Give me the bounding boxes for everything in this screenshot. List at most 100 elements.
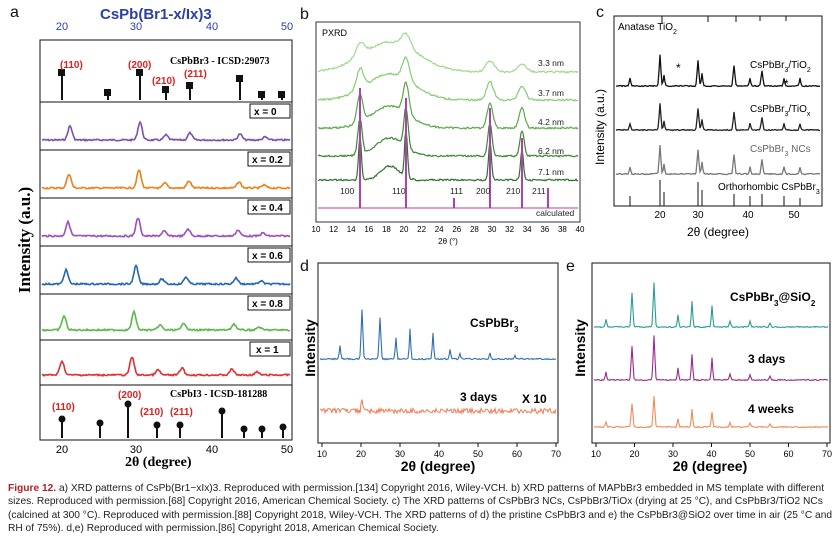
panel-b-curve-2	[318, 80, 579, 130]
panel-c-xlabel: 2θ (degree)	[687, 225, 749, 239]
panel-c-ref-bottom-sticks	[629, 180, 801, 206]
c-tick-20: 20	[654, 210, 666, 221]
ref-bottom-label-210: (210)	[140, 407, 163, 418]
panel-e-xticks: 10 20 30 40 50 60 70	[591, 443, 832, 459]
panel-e-plot: CsPbBr3@SiO2 3 days 4 weeks 10 20 30 40 50 60…	[591, 262, 832, 474]
panel-c-ref-bottom: Orthorhombic CsPbBr3	[718, 182, 820, 196]
panel-a-series-labels: x = 0 x = 0.2 x = 0.4 x = 0.6 x = 0.8 x …	[247, 103, 291, 357]
panel-b-tag: PXRD	[322, 28, 348, 38]
ref-top-label-110: (110)	[60, 60, 83, 71]
panel-e-xlabel: 2θ (degree)	[673, 458, 747, 474]
bottom-tick-20: 20	[56, 444, 68, 456]
panel-c-trace-0: CsPbBr3/TiO2	[750, 60, 811, 74]
panel-a-curve-0	[41, 120, 291, 142]
ref-bottom-name: CsPbI3 - ICSD-181288	[170, 389, 267, 400]
d-tick-60: 60	[512, 449, 522, 459]
caption-text: a) XRD patterns of CsPb(Br1−xIx)3. Repro…	[8, 483, 833, 535]
caption-fig-label: Figure 12.	[8, 483, 57, 494]
panel-c-star-1: *	[784, 77, 789, 91]
calc-label: calculated	[536, 208, 575, 218]
d-tick-20: 20	[356, 449, 366, 459]
panel-a-curve-2	[41, 217, 291, 239]
top-tick-20: 20	[56, 21, 68, 33]
e-tick-10: 10	[591, 449, 601, 459]
panel-a-curve-5	[41, 356, 291, 378]
size-label-3: 6.2 nm	[538, 146, 564, 156]
b-tick-16: 16	[364, 225, 373, 234]
b-tick-38: 38	[558, 225, 567, 234]
panel-b-xticks: 10 12 14 16 18 20 22 24 26 28 30 32 34 36 38 40	[312, 225, 585, 234]
b-tick-36: 36	[540, 225, 549, 234]
ref-bottom-label-200: (200)	[118, 390, 141, 401]
panel-d-trace-1: CsPbBr3	[470, 316, 519, 334]
e-tick-70: 70	[822, 449, 832, 459]
panel-e-trace-2: 4 weeks	[748, 402, 794, 416]
panel-c-letter: c	[596, 4, 604, 21]
panel-d-trace-2: 3 days	[460, 390, 498, 404]
ref-bottom-sticks	[58, 400, 287, 438]
panel-a-series-boxes	[40, 149, 292, 386]
b-tick-22: 22	[417, 225, 426, 234]
series-label-3: x = 0.6	[252, 251, 283, 262]
b-tick-10: 10	[312, 225, 321, 234]
panel-d-curves	[319, 309, 557, 416]
panel-a-xlabel: 2θ (degree)	[125, 455, 192, 470]
panel-b-curve-0	[317, 31, 579, 74]
size-label-4: 7.1 nm	[538, 167, 564, 177]
e-tick-60: 60	[783, 449, 793, 459]
panel-a-plot: 20 30 40 50 CsPbBr3 - ICSD:29073 (110) (…	[39, 21, 293, 456]
peak-100: 100	[340, 186, 354, 196]
b-tick-40: 40	[576, 225, 585, 234]
b-tick-32: 32	[505, 225, 514, 234]
panel-d-plot: CsPbBr3 3 days X 10 10 20 30 40 50 60 70 2θ (d…	[317, 262, 561, 474]
panel-a-curves	[41, 120, 291, 378]
size-label-1: 3.7 nm	[538, 88, 564, 98]
b-tick-20: 20	[400, 225, 409, 234]
e-tick-30: 30	[668, 449, 678, 459]
panel-a-letter: a	[10, 4, 19, 21]
peak-200: 200	[476, 186, 490, 196]
ref-top-label-200: (200)	[128, 60, 151, 71]
bottom-tick-50: 50	[281, 444, 293, 456]
series-label-4: x = 0.8	[252, 299, 283, 310]
panel-c-curve-2	[615, 144, 821, 176]
d-tick-70: 70	[551, 449, 561, 459]
panel-c-plot: Anatase TiO2 ** CsPbBr3/TiO2 CsPbBr3/TiO…	[613, 15, 823, 239]
ref-top-sticks	[58, 69, 285, 100]
peak-211: 211	[532, 186, 546, 196]
panel-d-xlabel: 2θ (degree)	[401, 458, 475, 474]
panel-c-star-0: *	[676, 61, 681, 75]
panel-b-curve-4	[317, 128, 579, 182]
panel-b-plot: PXRD 3.3 nm 3.7 nm 4.2 nm 6.2 nm 7.1 nm …	[312, 21, 585, 246]
b-tick-34: 34	[523, 225, 532, 234]
ref-top-label-210: (210)	[152, 76, 175, 87]
panel-d-curve-1	[319, 399, 557, 416]
panel-b-curve-1	[317, 56, 579, 102]
panel-e-letter: e	[566, 258, 575, 275]
peak-210: 210	[506, 186, 520, 196]
panel-d-xticks: 10 20 30 40 50 60 70	[317, 443, 561, 459]
d-tick-40: 40	[434, 449, 444, 459]
series-label-0: x = 0	[254, 107, 277, 118]
bottom-tick-30: 30	[130, 444, 142, 456]
b-tick-18: 18	[382, 225, 391, 234]
panel-e-curves	[593, 282, 829, 429]
panel-e-curve-2	[593, 396, 829, 429]
panel-d-curve-0	[319, 309, 557, 361]
e-tick-40: 40	[706, 449, 716, 459]
ref-top-label-211: (211)	[184, 69, 207, 80]
size-label-0: 3.3 nm	[538, 58, 564, 68]
panel-b-curve-3	[317, 104, 579, 158]
panel-c-trace-2: CsPbBr3 NCs	[750, 144, 811, 158]
panel-a-top-ticks: 20 30 40 50	[56, 21, 293, 33]
panel-e-trace-0: CsPbBr3@SiO2	[730, 290, 816, 308]
c-tick-50: 50	[788, 210, 800, 221]
panel-a-curve-3	[41, 264, 291, 287]
panel-b-letter: b	[300, 6, 309, 23]
ref-bottom-label-110: (110)	[52, 402, 75, 413]
panel-c-ref-top: Anatase TiO2	[618, 22, 677, 36]
panel-c-curve-0	[615, 54, 821, 88]
d-tick-10: 10	[317, 449, 327, 459]
series-label-5: x = 1	[256, 345, 279, 356]
e-tick-50: 50	[745, 449, 755, 459]
